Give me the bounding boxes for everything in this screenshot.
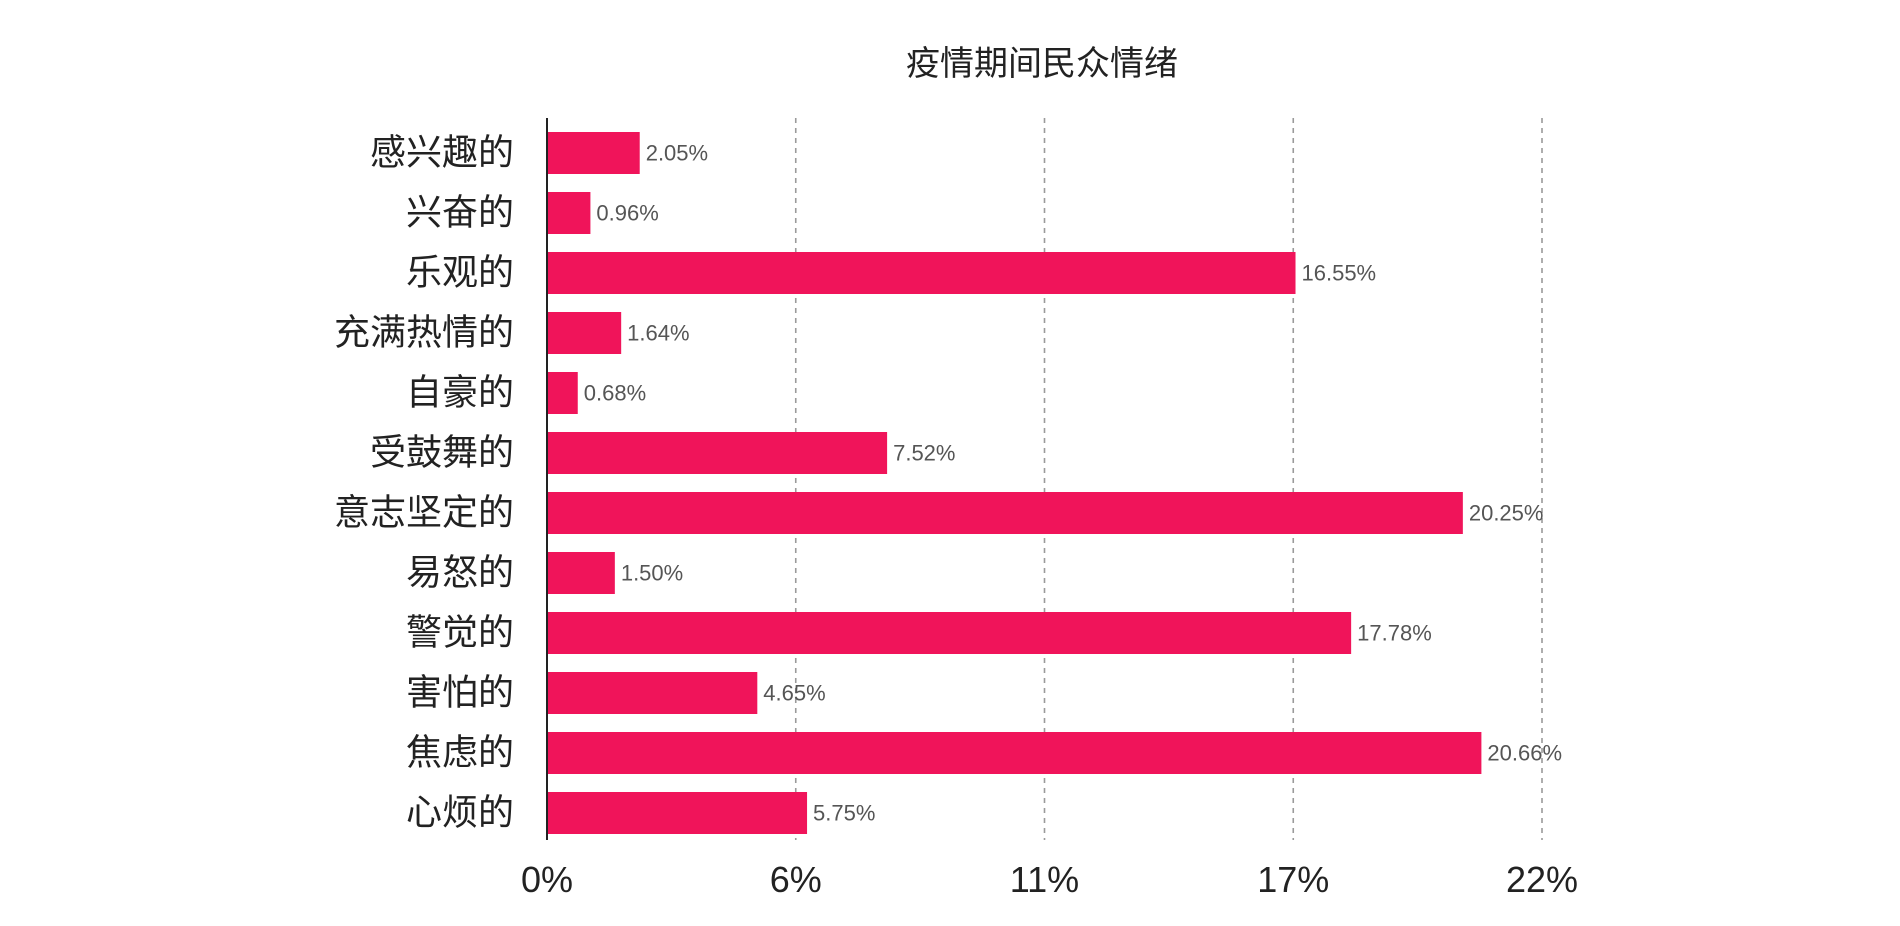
data-label: 20.25% [1469,501,1544,526]
bar [547,432,888,474]
category-label: 警觉的 [406,613,514,654]
bar [547,312,622,354]
category-label: 自豪的 [406,373,514,414]
category-label: 易怒的 [406,553,514,594]
bar [547,492,1463,534]
data-label: 7.52% [893,441,955,466]
bar [547,132,640,174]
data-label: 1.50% [621,561,683,586]
category-label: 害怕的 [406,673,514,714]
bar [547,732,1482,774]
category-label: 意志坚定的 [334,493,514,534]
category-label: 受鼓舞的 [370,433,514,474]
bars [547,132,1482,834]
category-label: 兴奋的 [406,193,514,234]
x-tick-label: 6% [770,859,822,900]
data-label: 17.78% [1357,621,1432,646]
category-label: 感兴趣的 [370,133,514,174]
category-label: 充满热情的 [334,313,514,354]
data-label: 4.65% [763,681,825,706]
bar [547,792,808,834]
x-tick-labels: 0% 6% 11% 17% 22% [521,859,1578,900]
chart-title: 疫情期间民众情绪 [906,44,1178,84]
data-label: 20.66% [1487,741,1562,766]
bar [547,672,758,714]
category-label: 心烦的 [406,793,514,834]
category-label: 乐观的 [406,253,514,294]
data-label: 2.05% [646,141,708,166]
data-label: 0.68% [584,381,646,406]
data-label: 5.75% [813,801,875,826]
x-tick-label: 17% [1257,859,1329,900]
x-tick-label: 22% [1506,859,1578,900]
bar [547,552,615,594]
category-label: 焦虑的 [406,733,514,774]
grid-lines [794,118,1543,840]
value-labels: 2.05% 0.96% 16.55% 1.64% 0.68% 7.52% 20.25% 1.5… [584,141,1562,826]
bar [547,612,1352,654]
x-tick-label: 0% [521,859,573,900]
data-label: 0.96% [596,201,658,226]
bar [547,372,578,414]
x-tick-label: 11% [1010,859,1079,900]
bar [547,192,591,234]
bar [547,252,1296,294]
category-labels: 感兴趣的兴奋的乐观的充满热情的自豪的受鼓舞的意志坚定的易怒的警觉的害怕的焦虑的心… [334,133,514,834]
data-label: 1.64% [627,321,689,346]
data-label: 16.55% [1302,261,1377,286]
